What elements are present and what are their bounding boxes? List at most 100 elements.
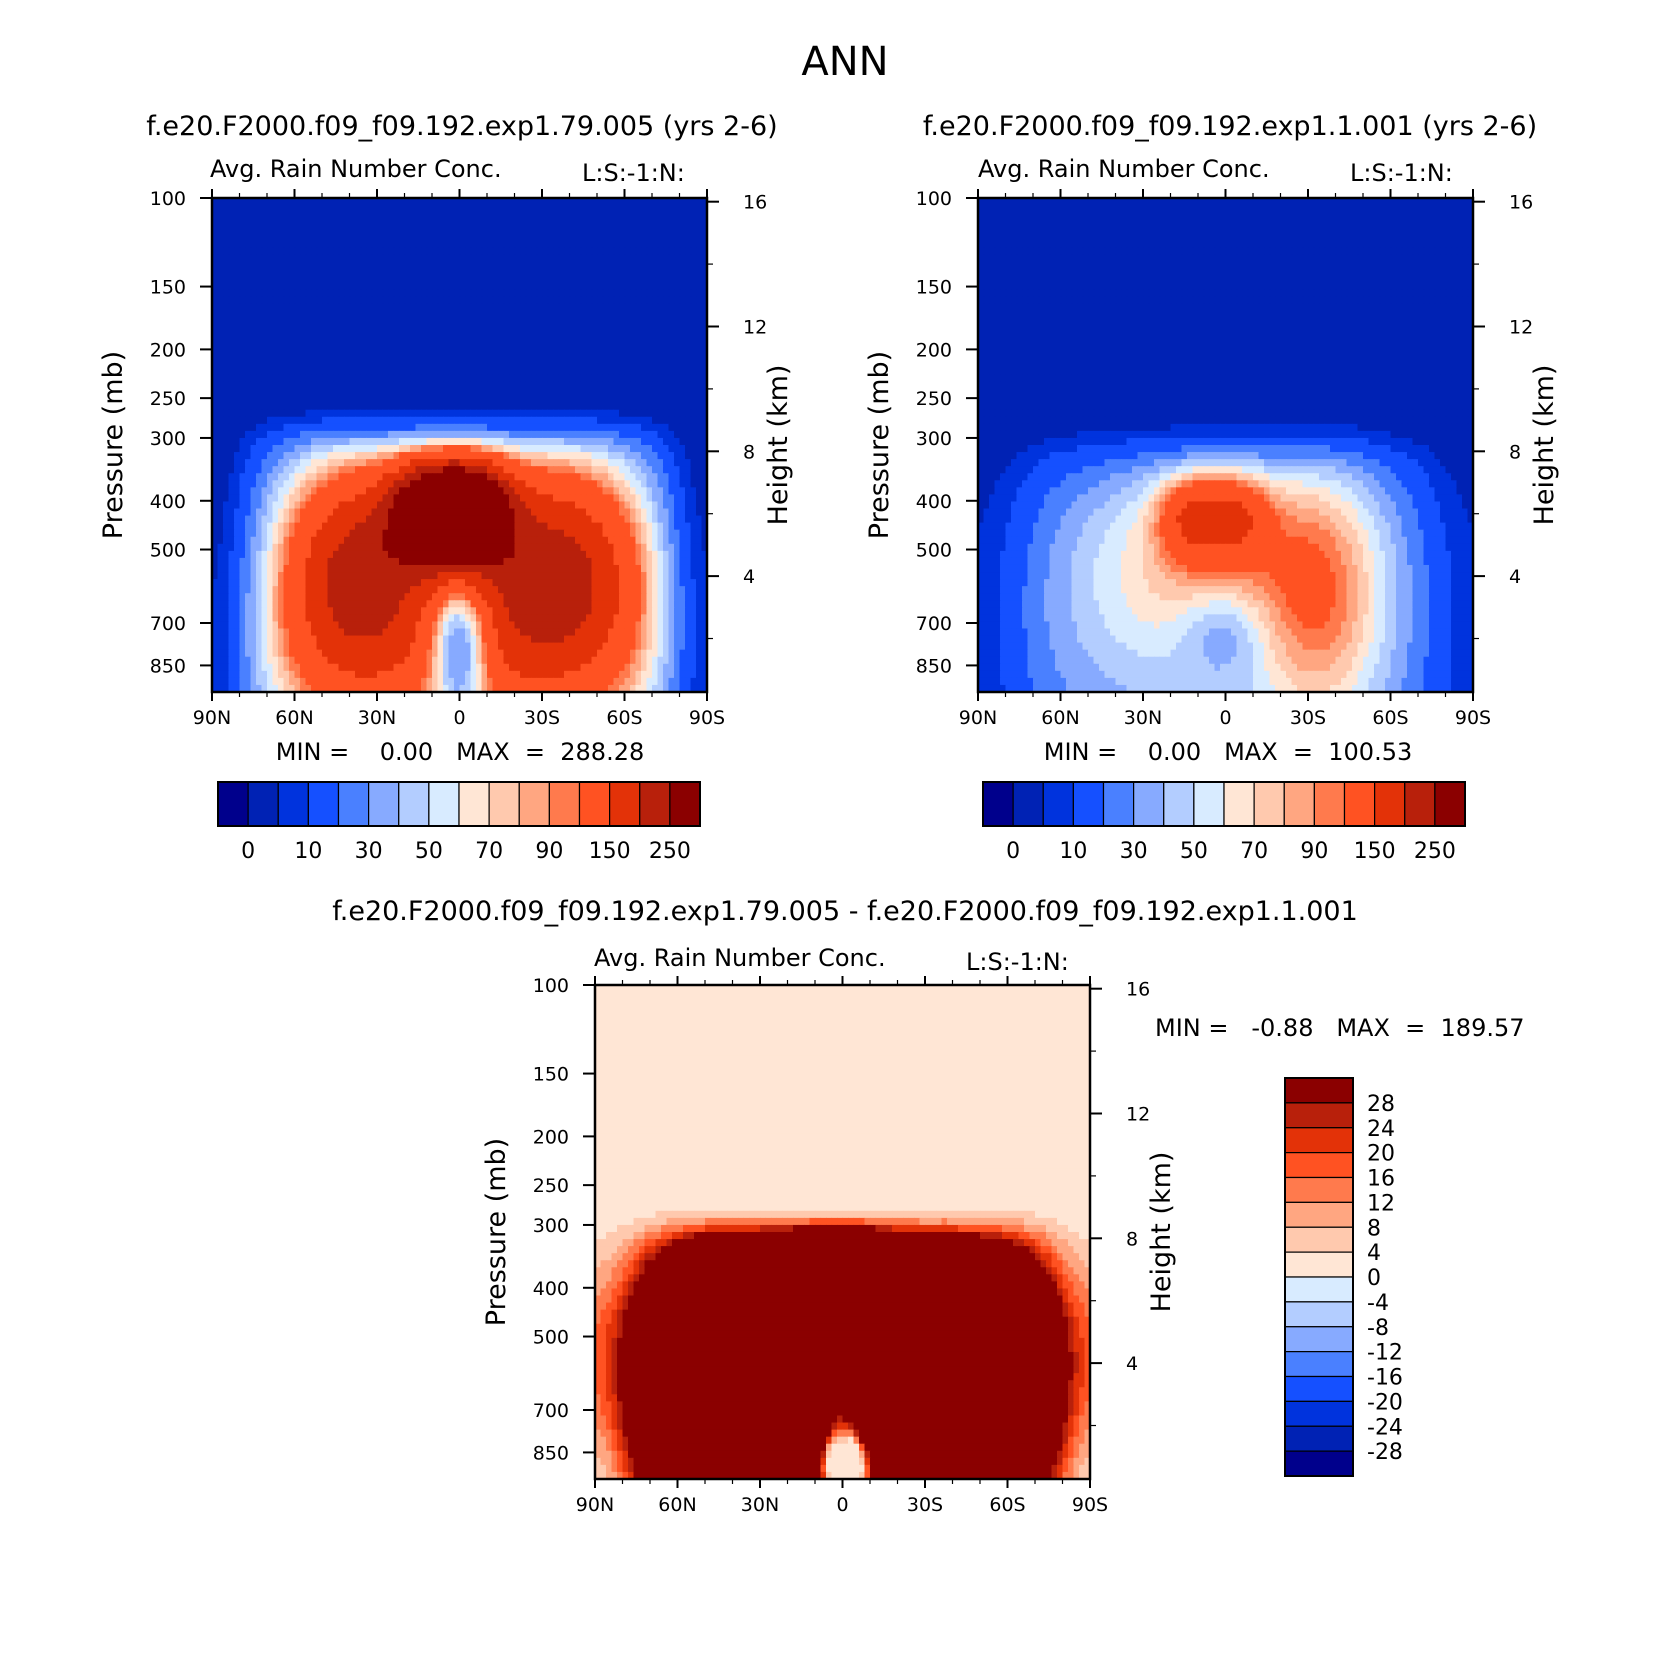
- heatmap-cell: [492, 557, 499, 566]
- heatmap-cell: [613, 360, 620, 368]
- heatmap-cell: [663, 353, 670, 361]
- heatmap-cell: [256, 494, 263, 503]
- heatmap-cell: [487, 325, 494, 333]
- heatmap-cell: [245, 346, 252, 354]
- heatmap-cell: [514, 409, 521, 418]
- heatmap-cell: [591, 268, 598, 277]
- heatmap-cell: [415, 480, 422, 488]
- heatmap-cell: [487, 430, 494, 439]
- heatmap-cell: [597, 310, 604, 319]
- heatmap-cell: [679, 459, 686, 467]
- heatmap-cell: [503, 233, 510, 241]
- heatmap-cell: [597, 332, 604, 340]
- heatmap-cell: [476, 374, 483, 383]
- heatmap-cell: [278, 353, 285, 361]
- heatmap-cell: [498, 205, 505, 213]
- heatmap-cell: [432, 205, 439, 213]
- heatmap-cell: [619, 346, 626, 354]
- heatmap-cell: [657, 367, 664, 376]
- heatmap-cell: [256, 564, 263, 573]
- heatmap-cell: [316, 325, 323, 333]
- heatmap-cell: [586, 402, 593, 411]
- heatmap-cell: [602, 289, 609, 298]
- heatmap-cell: [432, 501, 439, 510]
- heatmap-cell: [245, 529, 252, 538]
- heatmap-cell: [624, 572, 631, 580]
- heatmap-cell: [575, 282, 582, 291]
- heatmap-cell: [481, 198, 488, 206]
- heatmap-cell: [498, 437, 505, 446]
- heatmap-cell: [289, 289, 296, 298]
- heatmap-cell: [503, 381, 510, 390]
- heatmap-cell: [652, 268, 659, 277]
- heatmap-cell: [564, 240, 571, 248]
- heatmap-cell: [514, 557, 521, 566]
- heatmap-cell: [663, 381, 670, 390]
- heatmap-cell: [382, 296, 389, 305]
- heatmap-cell: [685, 219, 692, 227]
- heatmap-cell: [674, 515, 681, 524]
- heatmap-cell: [432, 543, 439, 552]
- heatmap-cell: [448, 233, 455, 241]
- heatmap-cell: [294, 303, 301, 312]
- heatmap-cell: [624, 254, 631, 263]
- heatmap-cell: [448, 430, 455, 439]
- heatmap-cell: [575, 487, 582, 495]
- heatmap-cell: [525, 402, 532, 411]
- heatmap-cell: [366, 205, 373, 213]
- heatmap-cell: [481, 508, 488, 517]
- heatmap-cell: [256, 198, 263, 206]
- heatmap-cell: [377, 452, 384, 460]
- heatmap-cell: [212, 247, 219, 256]
- heatmap-cell: [657, 303, 664, 312]
- heatmap-cell: [613, 536, 620, 545]
- heatmap-cell: [349, 529, 356, 538]
- heatmap-cell: [272, 360, 279, 368]
- heatmap-cell: [525, 466, 532, 474]
- heatmap-cell: [580, 423, 587, 432]
- heatmap-cell: [239, 303, 246, 312]
- heatmap-cell: [613, 522, 620, 531]
- heatmap-cell: [245, 423, 252, 432]
- heatmap-cell: [333, 233, 340, 241]
- heatmap-cell: [646, 508, 653, 517]
- heatmap-cell: [613, 381, 620, 390]
- heatmap-cell: [575, 452, 582, 460]
- heatmap-cell: [415, 205, 422, 213]
- heatmap-cell: [575, 395, 582, 404]
- heatmap-cell: [476, 353, 483, 361]
- heatmap-cell: [377, 494, 384, 503]
- heatmap-cell: [547, 579, 554, 587]
- heatmap-cell: [536, 254, 543, 263]
- heatmap-cell: [668, 198, 675, 206]
- heatmap-cell: [349, 480, 356, 488]
- heatmap-cell: [580, 515, 587, 524]
- heatmap-cell: [454, 226, 461, 234]
- heatmap-cell: [536, 233, 543, 241]
- heatmap-cell: [459, 381, 466, 390]
- heatmap-cell: [448, 332, 455, 340]
- heatmap-cell: [217, 240, 224, 248]
- heatmap-cell: [668, 508, 675, 517]
- heatmap-cell: [267, 402, 274, 411]
- heatmap-cell: [575, 296, 582, 305]
- heatmap-cell: [289, 346, 296, 354]
- heatmap-cell: [261, 317, 268, 326]
- heatmap-cell: [300, 254, 307, 263]
- heatmap-cell: [294, 480, 301, 488]
- heatmap-cell: [657, 423, 664, 432]
- heatmap-cell: [569, 346, 576, 354]
- heatmap-cell: [586, 212, 593, 220]
- heatmap-cell: [674, 557, 681, 566]
- heatmap-cell: [492, 494, 499, 503]
- heatmap-cell: [553, 473, 560, 481]
- heatmap-cell: [294, 353, 301, 361]
- heatmap-cell: [685, 508, 692, 517]
- heatmap-cell: [476, 409, 483, 418]
- heatmap-cell: [663, 466, 670, 474]
- heatmap-cell: [448, 374, 455, 383]
- heatmap-cell: [575, 459, 582, 467]
- heatmap-cell: [311, 536, 318, 545]
- heatmap-cell: [591, 409, 598, 418]
- heatmap-cell: [701, 557, 707, 566]
